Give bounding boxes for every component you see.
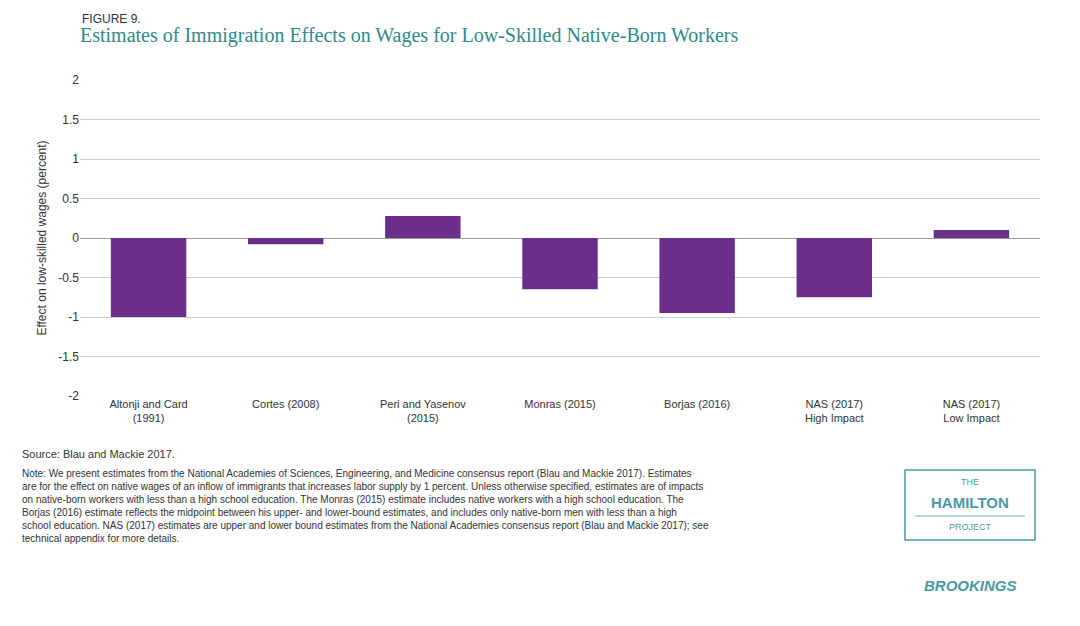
svg-text:Borjas (2016): Borjas (2016)	[664, 398, 730, 410]
svg-text:THE: THE	[961, 477, 979, 487]
svg-text:BROOKINGS: BROOKINGS	[924, 577, 1017, 594]
svg-text:Altonji and Card(1991): Altonji and Card(1991)	[109, 398, 187, 424]
svg-text:Note: We present estimates fro: Note: We present estimates from the Nati…	[22, 468, 709, 544]
svg-text:NAS (2017)Low Impact: NAS (2017)Low Impact	[943, 398, 1000, 424]
svg-text:Monras (2015): Monras (2015)	[524, 398, 596, 410]
svg-text:Estimates of Immigration Effec: Estimates of Immigration Effects on Wage…	[80, 24, 739, 47]
svg-text:HAMILTON: HAMILTON	[931, 494, 1009, 511]
svg-text:Effect on low-skilled wages (p: Effect on low-skilled wages (percent)	[35, 140, 49, 335]
svg-text:-1.5: -1.5	[58, 350, 79, 364]
svg-text:0.5: 0.5	[62, 192, 79, 206]
svg-text:Peri and Yasenov(2015): Peri and Yasenov(2015)	[380, 398, 466, 424]
svg-text:PROJECT: PROJECT	[949, 522, 992, 532]
svg-text:-1: -1	[68, 310, 79, 324]
svg-text:-0.5: -0.5	[58, 271, 79, 285]
svg-text:1: 1	[72, 152, 79, 166]
svg-text:Cortes (2008): Cortes (2008)	[252, 398, 319, 410]
svg-text:0: 0	[72, 231, 79, 245]
svg-text:-2: -2	[68, 389, 79, 403]
svg-text:Source: Blau and Mackie 2017.: Source: Blau and Mackie 2017.	[22, 448, 175, 460]
svg-text:2: 2	[72, 73, 79, 87]
svg-text:FIGURE 9.: FIGURE 9.	[82, 12, 141, 26]
svg-text:NAS (2017)High Impact: NAS (2017)High Impact	[805, 398, 864, 424]
svg-text:1.5: 1.5	[62, 113, 79, 127]
